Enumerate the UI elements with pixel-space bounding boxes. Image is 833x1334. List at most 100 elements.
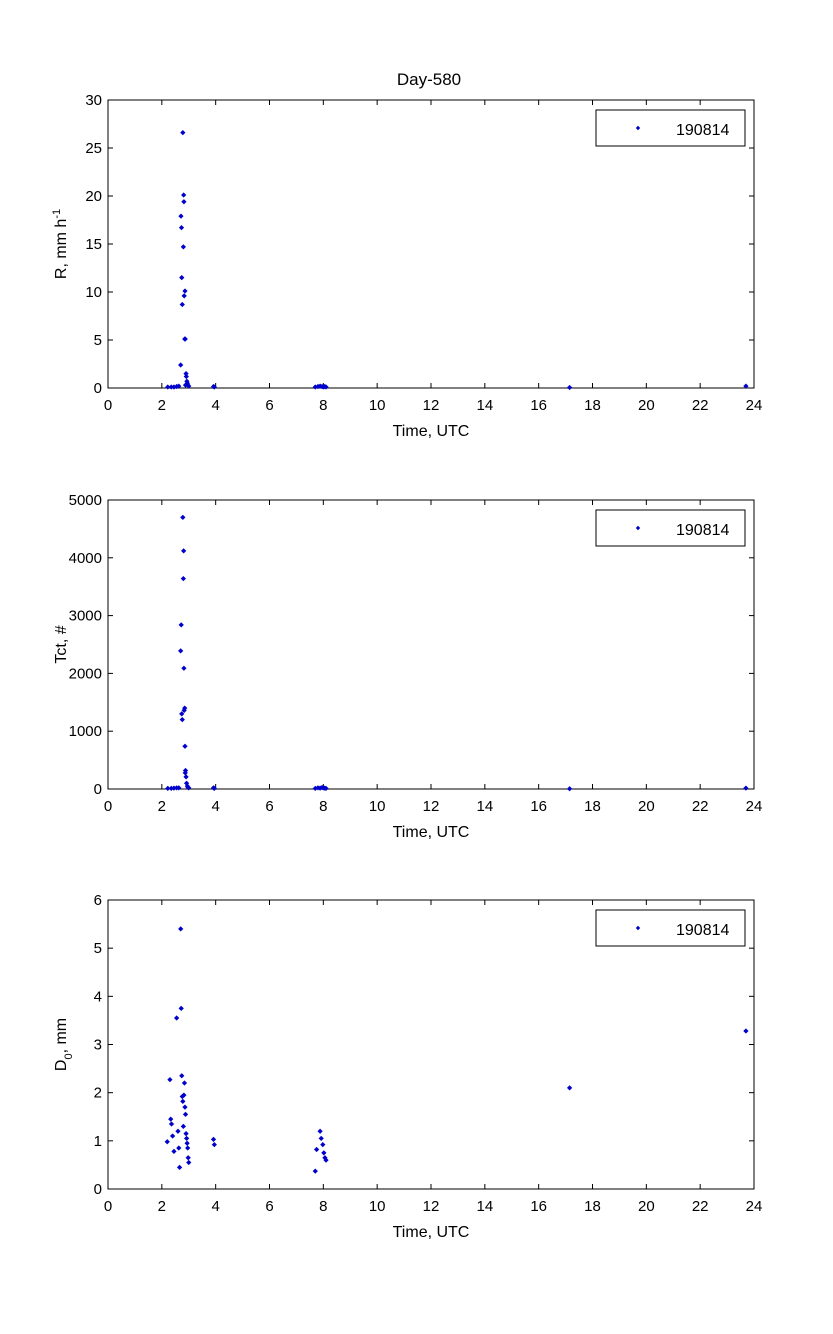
data-point	[175, 1128, 181, 1134]
y-tick-label: 25	[85, 140, 102, 157]
legend-marker	[635, 925, 641, 931]
x-tick-label: 6	[265, 798, 273, 815]
data-point	[743, 1028, 749, 1034]
x-tick-label: 20	[638, 397, 655, 414]
x-tick-label: 10	[369, 1198, 386, 1215]
x-tick-label: 14	[476, 1198, 493, 1215]
y-tick-label: 3000	[69, 608, 102, 625]
y-tick-label: 5	[94, 332, 102, 349]
data-point	[178, 213, 184, 219]
x-tick-label: 16	[530, 798, 547, 815]
data-point	[182, 705, 188, 711]
data-point	[182, 336, 188, 342]
x-tick-label: 24	[746, 798, 763, 815]
data-point	[321, 1150, 327, 1156]
data-point	[168, 1121, 175, 1127]
legend-marker	[635, 525, 641, 531]
x-tick-label: 10	[369, 397, 386, 414]
data-point	[318, 1135, 324, 1142]
y-axis-label: Tct, #	[53, 625, 70, 663]
legend: 190814	[595, 909, 746, 947]
data-point	[313, 1146, 320, 1153]
y-tick-label: 3	[94, 1037, 102, 1054]
data-point	[181, 548, 187, 554]
x-tick-label: 18	[584, 798, 601, 815]
data-point	[168, 1116, 174, 1122]
data-point	[185, 1145, 191, 1151]
data-point	[323, 384, 329, 390]
data-point	[211, 384, 217, 390]
data-point	[178, 225, 185, 231]
x-axis-label: Time, UTC	[393, 423, 470, 440]
data-point	[181, 293, 187, 299]
data-point	[179, 711, 185, 717]
data-point	[169, 1133, 176, 1139]
y-axis-label-sub: 0	[63, 1053, 75, 1059]
y-tick-label: 4	[94, 988, 102, 1005]
y-tick-label: 15	[85, 236, 102, 253]
data-point	[743, 785, 749, 791]
y-tick-label: 1000	[69, 723, 102, 740]
data-point	[323, 785, 329, 792]
legend-marker	[635, 125, 641, 131]
x-axis-label: Time, UTC	[393, 824, 470, 841]
data-point	[179, 301, 185, 308]
legend-box	[595, 109, 746, 147]
data-point	[566, 786, 573, 792]
y-tick-label: 10	[85, 284, 102, 301]
x-tick-label: 6	[265, 397, 273, 414]
y-tick-label: 6	[94, 892, 102, 909]
data-point	[181, 192, 187, 198]
data-point	[182, 743, 188, 749]
legend-label: 190814	[676, 922, 729, 939]
data-point	[181, 1080, 188, 1086]
x-tick-label: 22	[692, 798, 709, 815]
data-point	[180, 130, 186, 136]
data-point	[182, 767, 189, 774]
data-point	[179, 1073, 185, 1079]
data-point	[179, 717, 185, 723]
x-tick-label: 0	[104, 397, 112, 414]
data-point	[185, 1155, 191, 1161]
x-tick-label: 20	[638, 798, 655, 815]
y-tick-label: 5000	[69, 492, 102, 509]
axes-box	[107, 99, 755, 389]
data-point	[179, 274, 185, 281]
data-point	[320, 1142, 326, 1148]
x-tick-label: 14	[476, 798, 493, 815]
x-tick-label: 4	[211, 798, 219, 815]
data-point	[183, 373, 189, 380]
figure-title: Day-580	[397, 70, 461, 89]
data-point	[176, 1164, 183, 1170]
x-tick-label: 2	[158, 397, 166, 414]
data-point	[180, 1123, 186, 1130]
data-point	[211, 785, 217, 792]
y-axis-label: D0, mm	[53, 1018, 75, 1071]
x-tick-label: 10	[369, 798, 386, 815]
data-point	[178, 926, 184, 932]
x-tick-label: 18	[584, 397, 601, 414]
x-tick-label: 6	[265, 1198, 273, 1215]
data-point	[186, 785, 192, 791]
x-tick-label: 22	[692, 397, 709, 414]
data-point	[180, 1098, 186, 1104]
data-point	[186, 1159, 192, 1166]
x-tick-label: 4	[211, 1198, 219, 1215]
data-point	[181, 199, 187, 205]
x-tick-label: 22	[692, 1198, 709, 1215]
data-point	[178, 622, 184, 628]
data-point	[211, 1142, 217, 1148]
y-tick-label: 0	[94, 1181, 102, 1198]
y-axis-label: R, mm h-1	[51, 209, 70, 279]
data-point	[183, 774, 189, 780]
data-point	[181, 1092, 187, 1098]
data-point	[183, 1135, 190, 1142]
legend-label: 190814	[676, 122, 729, 139]
x-tick-label: 16	[530, 397, 547, 414]
series-190814	[165, 514, 749, 792]
x-tick-label: 12	[423, 397, 440, 414]
axes-box	[107, 499, 755, 790]
